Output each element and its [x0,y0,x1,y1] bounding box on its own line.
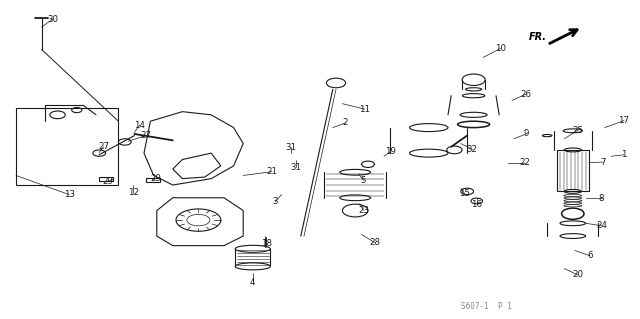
Text: 29: 29 [102,177,113,186]
Text: 11: 11 [359,105,371,114]
Bar [557,150,589,191]
Text: 20: 20 [572,271,584,279]
Text: 4: 4 [250,278,255,287]
Text: 19: 19 [385,147,396,156]
Text: 6: 6 [588,251,593,260]
Text: 14: 14 [134,121,145,130]
Polygon shape [173,153,221,179]
Text: 30: 30 [47,15,58,24]
Text: 31: 31 [291,163,302,172]
Text: 32: 32 [467,145,478,154]
Text: S607-1  P 1: S607-1 P 1 [461,302,512,311]
Text: 23: 23 [358,206,369,215]
Text: 16: 16 [471,200,483,209]
Text: 26: 26 [520,90,532,99]
Text: 18: 18 [260,239,272,248]
Text: 10: 10 [495,44,506,53]
Text: 25: 25 [572,126,584,135]
Text: 27: 27 [98,142,109,151]
Text: 13: 13 [63,190,75,199]
Text: 28: 28 [369,238,380,247]
Text: 21: 21 [266,167,278,176]
Text: 29: 29 [150,174,161,183]
Text: 1: 1 [621,150,627,159]
Text: 8: 8 [599,194,604,203]
Text: 15: 15 [459,189,470,198]
Text: 5: 5 [361,176,366,185]
Text: 31: 31 [285,143,297,152]
Bar [146,178,160,182]
Text: 12: 12 [127,189,139,197]
Bar [99,177,113,181]
Text: 2: 2 [343,118,348,127]
Text: 9: 9 [524,130,529,138]
Text: 27: 27 [140,131,152,140]
Text: 24: 24 [596,221,607,230]
Text: FR.: FR. [529,32,547,42]
Text: 7: 7 [600,158,605,167]
Bar [16,108,118,185]
Text: 22: 22 [519,158,531,167]
Text: 3: 3 [273,197,278,206]
Text: 17: 17 [618,116,630,125]
